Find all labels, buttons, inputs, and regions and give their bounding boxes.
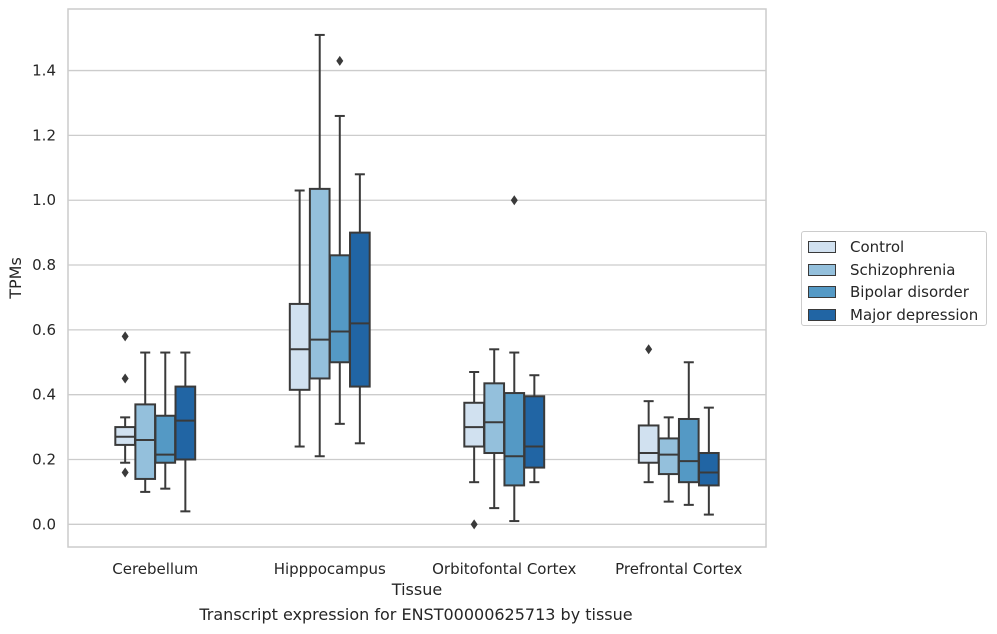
box-series <box>114 33 720 530</box>
box-schizophrenia <box>483 348 506 510</box>
x-tick-label: Hipppocampus <box>274 560 386 578</box>
outlier-point <box>121 373 129 384</box>
x-tick-label: Cerebellum <box>112 560 198 578</box>
legend-swatch <box>808 263 836 276</box>
x-tick-labels: Cerebellum Hipppocampus Orbitofontal Corte… <box>112 560 742 578</box>
legend-label: Schizophrenia <box>850 260 956 279</box>
legend-item: Bipolar disorder <box>808 281 986 304</box>
x-tick-label: Orbitofontal Cortex <box>432 560 576 578</box>
box-control <box>288 189 311 448</box>
iqr-box <box>308 187 331 380</box>
figure-caption: Transcript expression for ENST0000062571… <box>199 605 633 624</box>
legend-swatch <box>808 308 836 321</box>
x-axis-label: Tissue <box>391 580 442 599</box>
outlier-point <box>510 195 518 206</box>
y-tick-label: 0.2 <box>32 450 56 468</box>
box-schizophrenia <box>657 416 680 503</box>
iqr-box <box>698 452 720 487</box>
box-control <box>114 331 136 478</box>
iqr-box <box>503 392 526 487</box>
box-major-depression <box>349 173 371 445</box>
box-schizophrenia <box>308 33 331 458</box>
y-tick-label: 0.4 <box>32 386 56 404</box>
y-tick-labels: 0.0 0.2 0.4 0.6 0.8 1.0 1.2 1.4 <box>32 62 56 534</box>
iqr-box <box>677 417 700 484</box>
legend-swatch <box>808 286 836 299</box>
y-tick-label: 1.4 <box>32 62 56 80</box>
iqr-box <box>349 231 371 388</box>
iqr-box <box>463 401 485 448</box>
iqr-box <box>174 385 197 461</box>
legend-label: Major depression <box>850 305 979 324</box>
legend-label: Control <box>850 238 905 257</box>
y-tick-label: 0.0 <box>32 515 56 533</box>
y-tick-label: 0.6 <box>32 321 56 339</box>
box-bipolar-disorder <box>328 55 351 425</box>
outlier-point <box>336 55 344 66</box>
iqr-box <box>288 302 311 391</box>
outlier-point <box>121 331 129 342</box>
legend-label: Bipolar disorder <box>850 283 969 302</box>
outlier-point <box>121 467 129 478</box>
outlier-point <box>470 519 478 530</box>
iqr-box <box>154 414 177 464</box>
box-control <box>463 370 485 530</box>
box-bipolar-disorder <box>677 361 700 506</box>
x-tick-label: Prefrontal Cortex <box>615 560 742 578</box>
y-tick-label: 1.2 <box>32 126 56 144</box>
y-axis-label: TPMs <box>6 257 25 300</box>
legend: Control Schizophrenia Bipolar disorder Majo… <box>801 231 987 326</box>
iqr-box <box>134 403 157 480</box>
legend-item: Control <box>808 236 986 259</box>
legend-swatch <box>808 241 836 254</box>
iqr-box <box>657 437 680 476</box>
box-bipolar-disorder <box>154 351 177 490</box>
y-tick-label: 1.0 <box>32 191 56 209</box>
y-tick-label: 0.8 <box>32 256 56 274</box>
outlier-point <box>645 344 653 355</box>
box-major-depression <box>698 406 720 516</box>
plot-frame <box>67 8 767 548</box>
iqr-box <box>523 395 546 469</box>
box-major-depression <box>523 374 546 484</box>
box-major-depression <box>174 351 197 513</box>
legend-item: Major depression <box>808 304 986 327</box>
legend-item: Schizophrenia <box>808 259 986 282</box>
box-schizophrenia <box>134 351 157 493</box>
iqr-box <box>328 254 351 364</box>
box-control <box>637 344 660 484</box>
iqr-box <box>637 424 660 464</box>
box-bipolar-disorder <box>503 195 526 523</box>
iqr-box <box>483 382 506 455</box>
